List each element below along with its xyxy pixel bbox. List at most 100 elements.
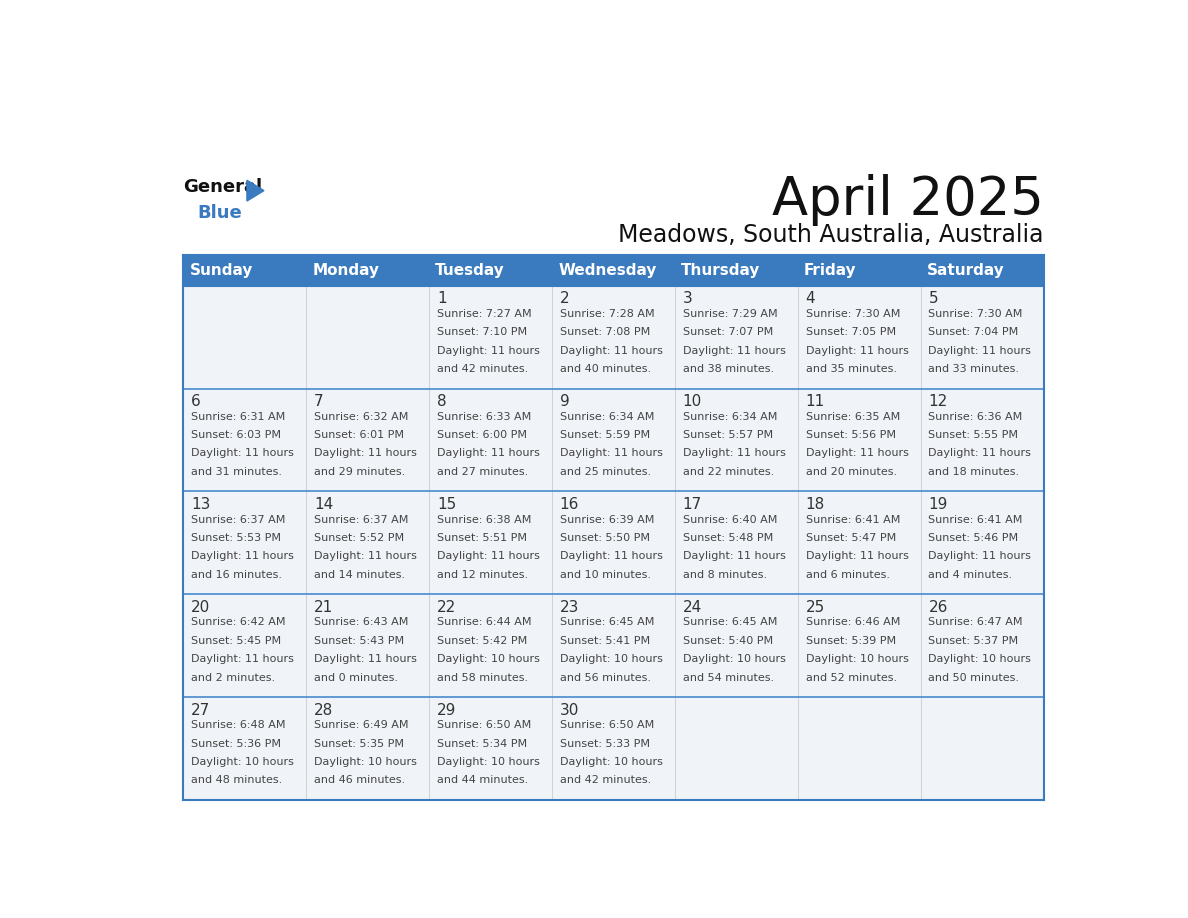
Text: 19: 19 — [929, 497, 948, 512]
Text: 8: 8 — [437, 394, 447, 409]
Text: and 25 minutes.: and 25 minutes. — [560, 466, 651, 476]
Bar — [798, 285, 921, 388]
Text: Thursday: Thursday — [681, 263, 760, 278]
Bar — [798, 388, 921, 491]
Bar — [921, 285, 1043, 388]
Text: April 2025: April 2025 — [772, 174, 1043, 226]
Text: Friday: Friday — [804, 263, 857, 278]
Text: 5: 5 — [929, 291, 939, 306]
Text: Daylight: 10 hours: Daylight: 10 hours — [560, 757, 663, 767]
Text: Sunset: 5:52 PM: Sunset: 5:52 PM — [314, 533, 404, 543]
Text: 14: 14 — [314, 497, 334, 512]
Bar — [675, 388, 798, 491]
Text: Daylight: 11 hours: Daylight: 11 hours — [805, 448, 909, 458]
Text: Sunset: 5:57 PM: Sunset: 5:57 PM — [683, 430, 773, 440]
Text: Sunrise: 7:29 AM: Sunrise: 7:29 AM — [683, 308, 777, 319]
Text: Sunrise: 6:36 AM: Sunrise: 6:36 AM — [929, 411, 1023, 421]
Bar — [798, 491, 921, 594]
Text: Daylight: 11 hours: Daylight: 11 hours — [191, 655, 293, 665]
Bar — [552, 491, 675, 594]
Text: Sunset: 5:36 PM: Sunset: 5:36 PM — [191, 739, 282, 749]
Text: Sunset: 5:34 PM: Sunset: 5:34 PM — [437, 739, 527, 749]
Text: 9: 9 — [560, 394, 569, 409]
Text: 13: 13 — [191, 497, 210, 512]
Bar — [552, 255, 675, 285]
Bar — [921, 594, 1043, 697]
Bar — [675, 255, 798, 285]
Text: Sunrise: 6:38 AM: Sunrise: 6:38 AM — [437, 515, 531, 524]
Text: 18: 18 — [805, 497, 824, 512]
Bar — [921, 697, 1043, 800]
Bar — [183, 285, 307, 388]
Bar — [429, 697, 552, 800]
Text: Sunset: 5:46 PM: Sunset: 5:46 PM — [929, 533, 1018, 543]
Text: Sunrise: 6:47 AM: Sunrise: 6:47 AM — [929, 618, 1023, 627]
Text: Sunset: 5:33 PM: Sunset: 5:33 PM — [560, 739, 650, 749]
Text: and 54 minutes.: and 54 minutes. — [683, 673, 773, 683]
Text: and 46 minutes.: and 46 minutes. — [314, 776, 405, 786]
Text: and 6 minutes.: and 6 minutes. — [805, 570, 890, 579]
Text: Tuesday: Tuesday — [435, 263, 505, 278]
Text: and 35 minutes.: and 35 minutes. — [805, 364, 897, 374]
Text: 30: 30 — [560, 702, 580, 718]
Text: Sunrise: 7:30 AM: Sunrise: 7:30 AM — [929, 308, 1023, 319]
Text: Sunrise: 6:34 AM: Sunrise: 6:34 AM — [560, 411, 655, 421]
Bar — [552, 697, 675, 800]
Text: Sunset: 5:37 PM: Sunset: 5:37 PM — [929, 636, 1018, 645]
Text: Blue: Blue — [197, 204, 242, 222]
Text: Daylight: 10 hours: Daylight: 10 hours — [437, 655, 539, 665]
Text: Sunset: 6:00 PM: Sunset: 6:00 PM — [437, 430, 527, 440]
Text: and 29 minutes.: and 29 minutes. — [314, 466, 405, 476]
Text: Sunset: 5:42 PM: Sunset: 5:42 PM — [437, 636, 527, 645]
Text: and 40 minutes.: and 40 minutes. — [560, 364, 651, 374]
Text: and 22 minutes.: and 22 minutes. — [683, 466, 773, 476]
Text: Sunset: 7:07 PM: Sunset: 7:07 PM — [683, 327, 773, 337]
Text: Sunset: 5:43 PM: Sunset: 5:43 PM — [314, 636, 404, 645]
Text: Daylight: 11 hours: Daylight: 11 hours — [191, 552, 293, 561]
Bar — [307, 594, 429, 697]
Text: and 44 minutes.: and 44 minutes. — [437, 776, 529, 786]
Text: and 14 minutes.: and 14 minutes. — [314, 570, 405, 579]
Text: Daylight: 10 hours: Daylight: 10 hours — [191, 757, 293, 767]
Text: Sunrise: 6:41 AM: Sunrise: 6:41 AM — [805, 515, 901, 524]
Text: and 56 minutes.: and 56 minutes. — [560, 673, 651, 683]
Text: Monday: Monday — [312, 263, 379, 278]
Text: 17: 17 — [683, 497, 702, 512]
Text: and 48 minutes.: and 48 minutes. — [191, 776, 283, 786]
Text: Sunrise: 6:34 AM: Sunrise: 6:34 AM — [683, 411, 777, 421]
Text: 16: 16 — [560, 497, 580, 512]
Text: Sunrise: 6:42 AM: Sunrise: 6:42 AM — [191, 618, 285, 627]
Text: Sunrise: 6:37 AM: Sunrise: 6:37 AM — [314, 515, 409, 524]
Text: 27: 27 — [191, 702, 210, 718]
Text: Sunrise: 6:50 AM: Sunrise: 6:50 AM — [560, 721, 655, 731]
Bar — [307, 285, 429, 388]
Text: and 42 minutes.: and 42 minutes. — [560, 776, 651, 786]
Text: Sunset: 5:39 PM: Sunset: 5:39 PM — [805, 636, 896, 645]
Text: Daylight: 11 hours: Daylight: 11 hours — [191, 448, 293, 458]
Text: Daylight: 11 hours: Daylight: 11 hours — [805, 345, 909, 355]
Bar — [429, 255, 552, 285]
Text: Sunset: 5:55 PM: Sunset: 5:55 PM — [929, 430, 1018, 440]
Bar — [183, 594, 307, 697]
Text: Sunrise: 6:44 AM: Sunrise: 6:44 AM — [437, 618, 531, 627]
Text: Sunrise: 6:43 AM: Sunrise: 6:43 AM — [314, 618, 409, 627]
Text: Sunrise: 6:49 AM: Sunrise: 6:49 AM — [314, 721, 409, 731]
Polygon shape — [247, 180, 264, 201]
Text: 24: 24 — [683, 599, 702, 615]
Text: Wednesday: Wednesday — [558, 263, 657, 278]
Text: and 50 minutes.: and 50 minutes. — [929, 673, 1019, 683]
Text: 25: 25 — [805, 599, 824, 615]
Text: General: General — [183, 178, 263, 196]
Text: and 33 minutes.: and 33 minutes. — [929, 364, 1019, 374]
Text: 10: 10 — [683, 394, 702, 409]
Text: and 52 minutes.: and 52 minutes. — [805, 673, 897, 683]
Text: Sunset: 7:05 PM: Sunset: 7:05 PM — [805, 327, 896, 337]
Text: 15: 15 — [437, 497, 456, 512]
Text: Meadows, South Australia, Australia: Meadows, South Australia, Australia — [618, 222, 1043, 247]
Text: Daylight: 11 hours: Daylight: 11 hours — [805, 552, 909, 561]
Text: 29: 29 — [437, 702, 456, 718]
Text: Sunset: 5:53 PM: Sunset: 5:53 PM — [191, 533, 282, 543]
Text: Sunset: 5:48 PM: Sunset: 5:48 PM — [683, 533, 773, 543]
Text: Daylight: 11 hours: Daylight: 11 hours — [560, 345, 663, 355]
Text: 20: 20 — [191, 599, 210, 615]
